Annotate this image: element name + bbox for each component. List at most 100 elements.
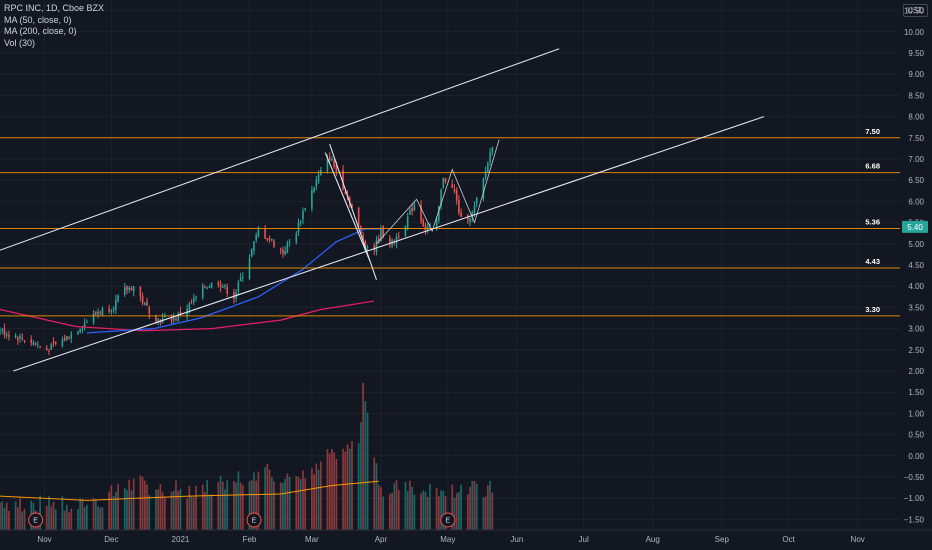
candle-body xyxy=(484,170,487,179)
volume-bar xyxy=(79,498,82,530)
candle-body xyxy=(351,204,353,208)
volume-bars xyxy=(0,382,494,530)
volume-bar xyxy=(1,501,4,530)
x-axis: Nov Dec 2021 Feb Mar Apr May Jun Jul Aug Sep Oct Nov xyxy=(0,529,932,544)
volume-bar xyxy=(302,470,304,530)
volume-bar xyxy=(52,501,55,530)
candle-body xyxy=(5,334,8,336)
candle-body xyxy=(97,312,99,315)
volume-bar xyxy=(123,487,126,530)
level-label: 4.43 xyxy=(865,257,880,266)
candle-body xyxy=(250,248,253,257)
volume-bar xyxy=(101,507,104,530)
volume-bar xyxy=(404,481,407,530)
candle-body xyxy=(411,207,413,212)
candle-body xyxy=(422,219,425,227)
volume-bar xyxy=(453,497,456,530)
candle-body xyxy=(404,226,407,236)
volume-bar xyxy=(204,492,206,530)
volume-bar xyxy=(45,505,48,530)
volume-bar xyxy=(65,504,68,530)
volume-bar xyxy=(139,475,142,530)
pattern-path xyxy=(376,139,500,245)
earnings-marker-label: E xyxy=(445,518,450,525)
trendlines xyxy=(0,48,765,372)
candle-body xyxy=(264,228,266,239)
indicator-ma50[interactable]: MA (50, close, 0) xyxy=(4,14,72,25)
candle-body xyxy=(424,225,427,231)
volume-bar xyxy=(48,496,50,530)
trendline-wedge-left xyxy=(324,152,371,261)
candle-body xyxy=(438,205,440,221)
volume-bar xyxy=(395,480,398,530)
indicator-ma200[interactable]: MA (200, close, 0) xyxy=(4,26,77,36)
volume-bar xyxy=(172,490,175,530)
ma200-line xyxy=(0,300,375,332)
y-tick-label: −1.50 xyxy=(904,515,925,524)
volume-bar xyxy=(331,448,333,530)
volume-bar xyxy=(141,476,144,530)
x-tick-label: May xyxy=(440,535,455,544)
candle-body xyxy=(295,233,298,243)
candle-body xyxy=(342,170,344,190)
candle-body xyxy=(170,317,173,322)
candle-body xyxy=(99,311,102,314)
candle-body xyxy=(389,237,391,244)
indicator-volume[interactable]: Vol (30) xyxy=(4,37,36,48)
candle-body xyxy=(268,238,271,241)
candle-body xyxy=(164,316,166,318)
candle-body xyxy=(123,287,126,295)
last-price-label: 5.40 xyxy=(907,223,923,232)
candle-body xyxy=(326,158,329,171)
volume-bar xyxy=(257,471,260,530)
volume-bar xyxy=(224,489,226,530)
candle-body xyxy=(313,187,315,192)
volume-bar xyxy=(484,496,487,530)
volume-bar xyxy=(130,490,133,530)
candle-body xyxy=(217,282,220,286)
volume-bar xyxy=(143,480,146,530)
volume-bar xyxy=(195,485,197,530)
symbol-title[interactable]: RPC INC, 1D, Cboe BZX xyxy=(4,3,105,13)
candle-body xyxy=(66,335,68,340)
volume-bar xyxy=(364,401,367,530)
volume-bar xyxy=(299,479,302,530)
candle-body xyxy=(112,308,115,310)
candle-body xyxy=(0,332,1,334)
volume-bar xyxy=(217,482,220,530)
volume-bar xyxy=(391,492,393,530)
candle-body xyxy=(364,241,367,247)
volume-bar xyxy=(179,488,182,530)
volume-bar xyxy=(344,451,347,530)
candle-body xyxy=(61,339,64,346)
candle-body xyxy=(1,329,4,332)
volume-bar xyxy=(192,497,195,530)
volume-bar xyxy=(8,510,10,530)
earnings-marker xyxy=(246,512,262,528)
candle-body xyxy=(435,218,438,227)
candle-body xyxy=(177,313,180,321)
volume-bar xyxy=(190,495,193,530)
candle-body xyxy=(380,227,382,241)
candle-body xyxy=(144,302,146,306)
y-tick-label: −0.50 xyxy=(904,473,925,482)
trendline-channel-upper xyxy=(0,48,560,251)
earnings-marker xyxy=(28,512,44,528)
y-tick-label: 2.00 xyxy=(908,367,924,376)
candle-body xyxy=(81,327,84,330)
volume-bar xyxy=(188,486,191,530)
candle-body xyxy=(444,177,447,183)
candle-body xyxy=(92,313,95,323)
candle-body xyxy=(224,285,226,287)
candle-body xyxy=(45,348,48,351)
candle-body xyxy=(482,178,485,199)
currency-badge[interactable]: USD xyxy=(903,4,928,17)
volume-ma-line xyxy=(0,480,379,501)
volume-bar xyxy=(157,489,160,530)
candle-body xyxy=(141,295,144,304)
candle-body xyxy=(195,296,197,298)
volume-bar xyxy=(146,484,148,530)
volume-bar xyxy=(23,508,26,530)
candle-body xyxy=(471,212,474,218)
